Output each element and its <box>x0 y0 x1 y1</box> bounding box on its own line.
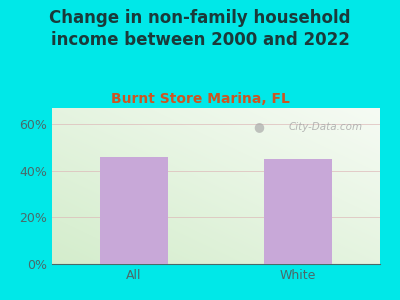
Bar <box>100 157 168 264</box>
Bar <box>264 159 332 264</box>
Text: City-Data.com: City-Data.com <box>288 122 362 132</box>
Text: Burnt Store Marina, FL: Burnt Store Marina, FL <box>110 92 290 106</box>
Text: ●: ● <box>253 120 264 133</box>
Text: Change in non-family household
income between 2000 and 2022: Change in non-family household income be… <box>49 9 351 49</box>
